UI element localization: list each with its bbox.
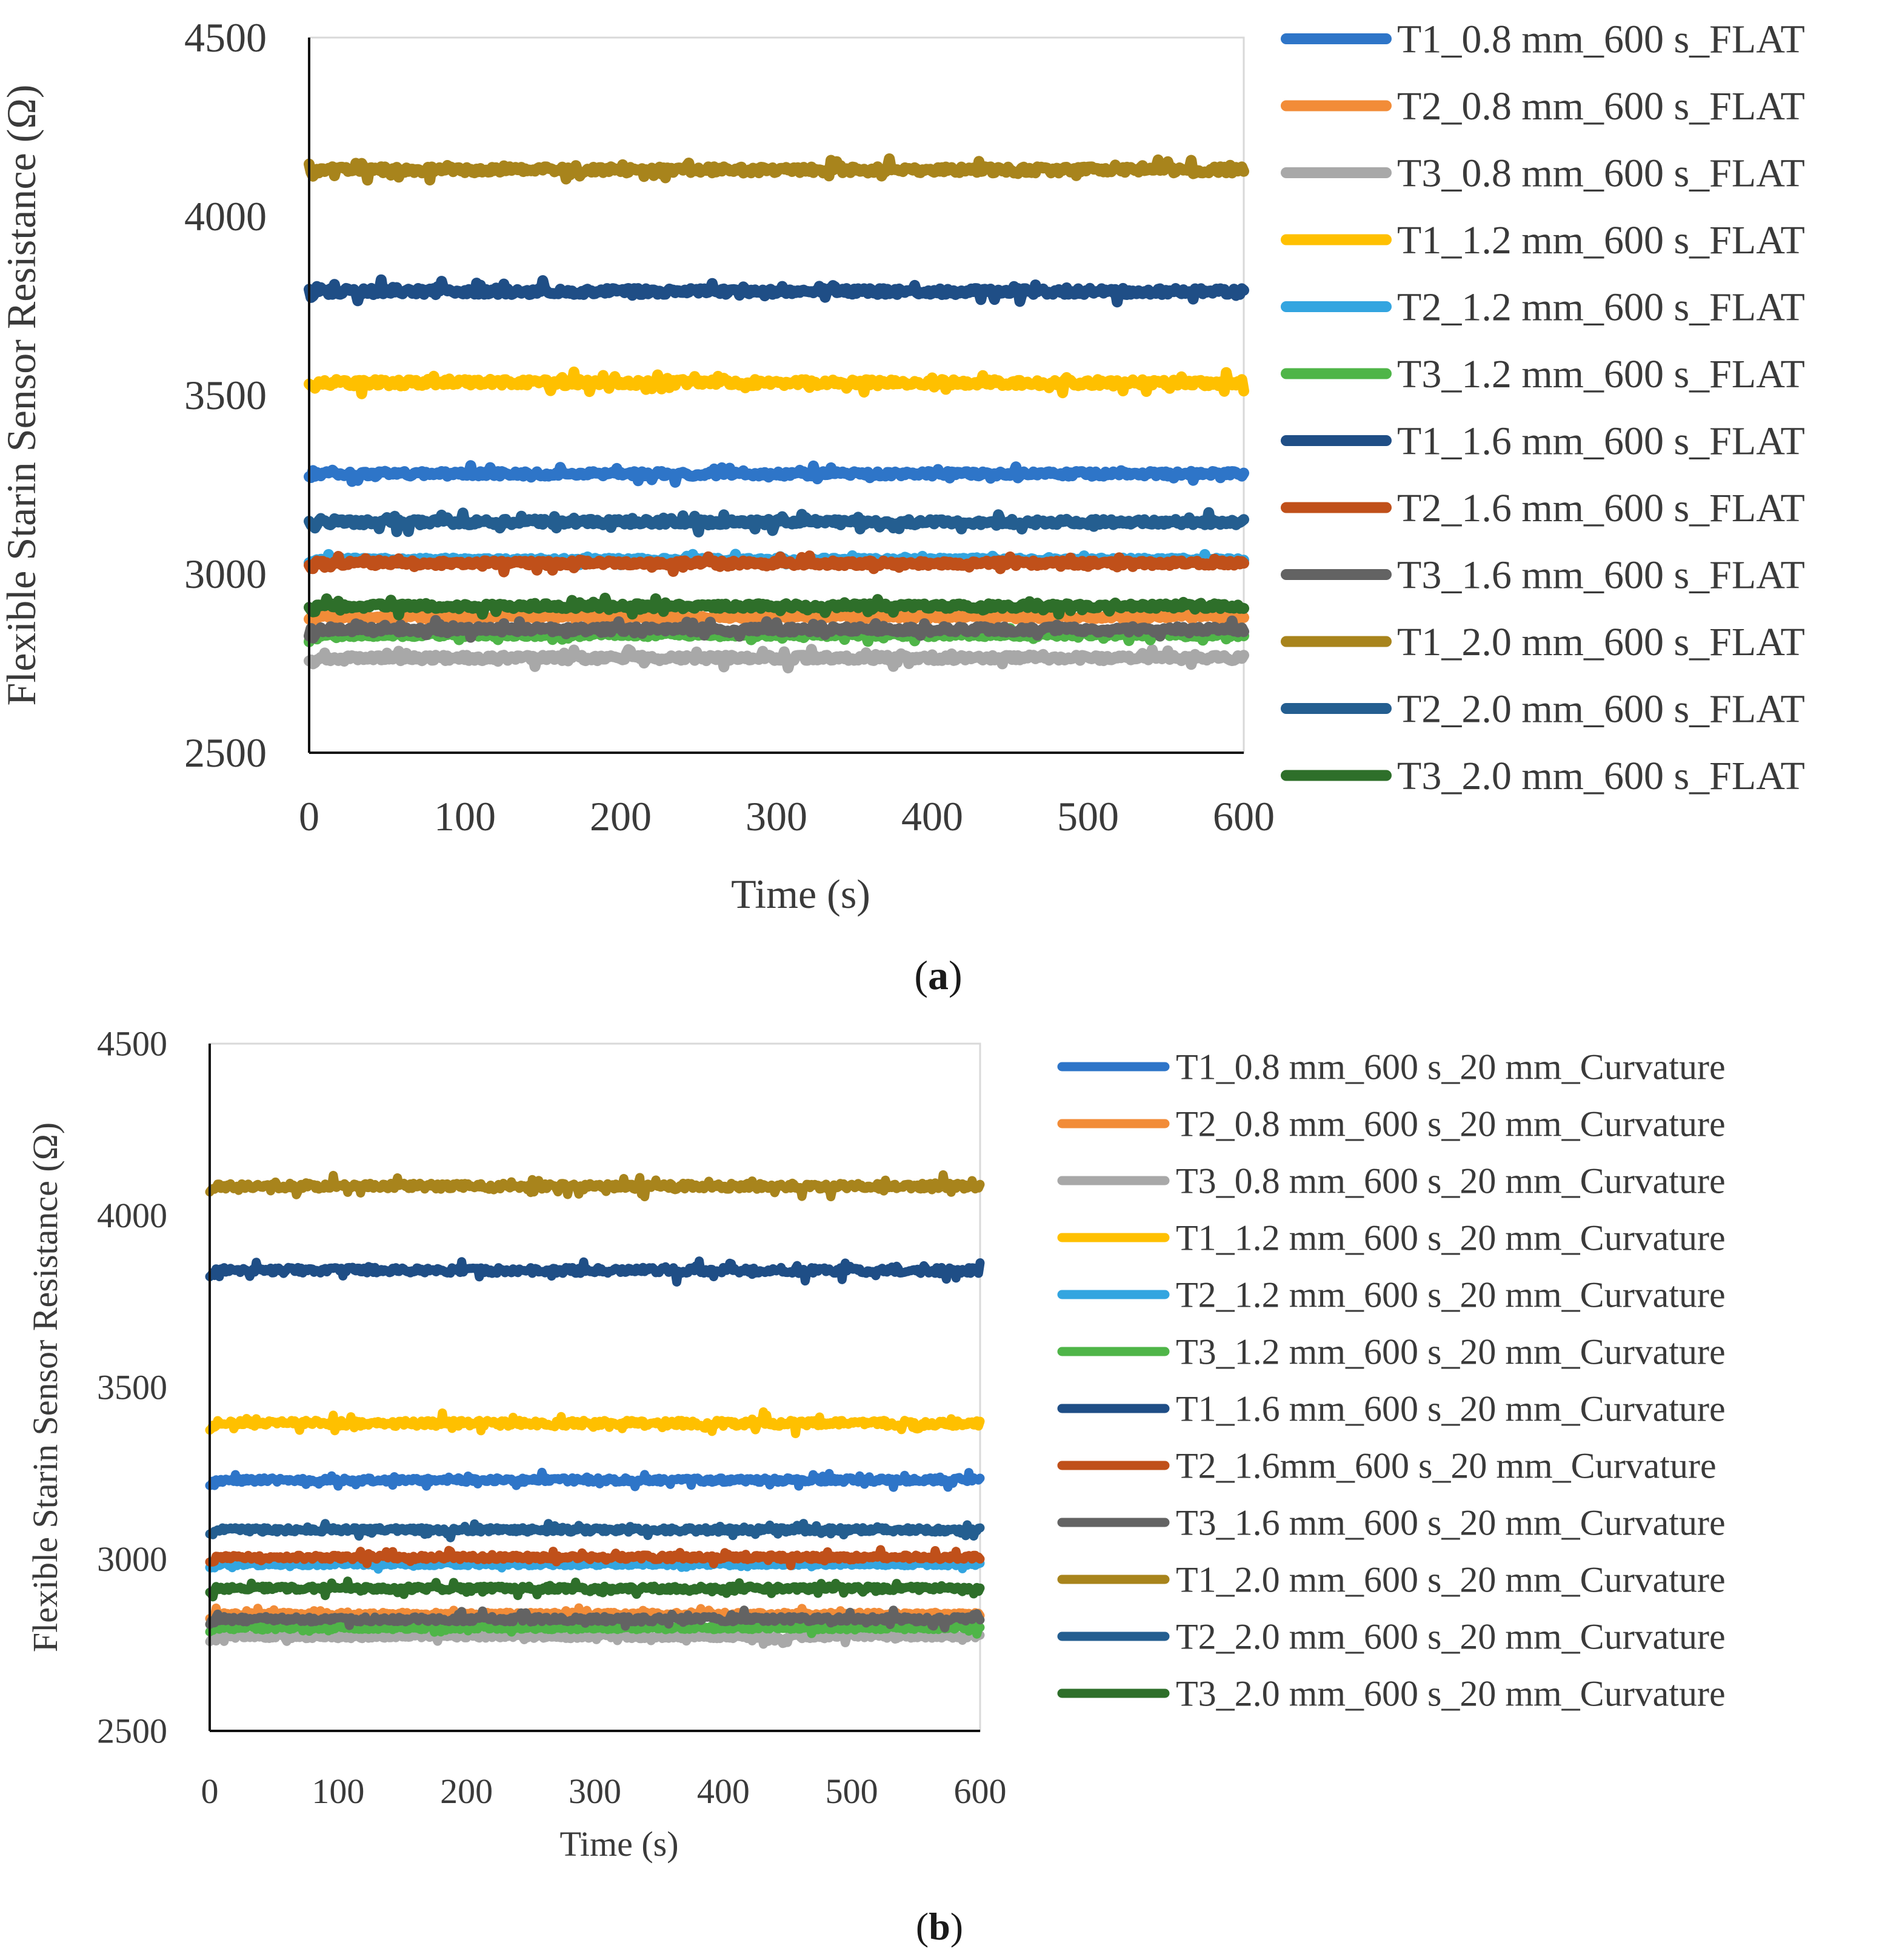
series-line-9 bbox=[304, 615, 1249, 644]
y-tick-label: 3000 bbox=[97, 1539, 167, 1579]
x-tick-label: 500 bbox=[826, 1772, 878, 1811]
legend-entry-label: T3_1.2 mm_600 s_FLAT bbox=[1397, 352, 1805, 396]
legend-entry-label: T2_0.8 mm_600 s_FLAT bbox=[1397, 84, 1805, 128]
legend-entry-label: T3_0.8 mm_600 s_20 mm_Curvature bbox=[1176, 1161, 1726, 1201]
x-tick-label: 400 bbox=[697, 1772, 750, 1811]
panel-label: a bbox=[928, 952, 949, 998]
y-axis-label: Flexible Starin Sensor Resistance (Ω) bbox=[0, 84, 44, 705]
chart-panel-b: 2500 3000 3500 4000 4500 0 100 200 300 400 500 600 T… bbox=[25, 1024, 1726, 1948]
y-tick-label: 3500 bbox=[97, 1368, 167, 1407]
x-tick-label: 600 bbox=[954, 1772, 1007, 1811]
legend-entry-label: T3_0.8 mm_600 s_FLAT bbox=[1397, 151, 1805, 195]
y-axis-label: Flexible Starin Sensor Resistance (Ω) bbox=[25, 1122, 65, 1652]
series-line-11 bbox=[205, 1519, 985, 1542]
legend-entry-label: T2_1.6mm_600 s_20 mm_Curvature bbox=[1176, 1445, 1717, 1485]
x-tick-label: 100 bbox=[312, 1772, 364, 1811]
x-tick-label: 500 bbox=[1057, 793, 1119, 839]
series-line-12 bbox=[205, 1576, 985, 1602]
x-tick-label: 200 bbox=[590, 793, 652, 839]
panel-caption: (a) bbox=[914, 952, 962, 998]
legend-entry-label: T2_1.6 mm_600 s_FLAT bbox=[1397, 486, 1805, 530]
series-lines bbox=[205, 1170, 985, 1649]
y-tick-label: 4000 bbox=[97, 1196, 167, 1235]
x-tick-label: 100 bbox=[434, 793, 496, 839]
series-line-8 bbox=[304, 550, 1249, 578]
series-line-9 bbox=[205, 1605, 985, 1633]
panel-label: b bbox=[929, 1905, 950, 1948]
legend: T1_0.8 mm_600 s_FLAT T2_0.8 mm_600 s_FLAT… bbox=[1281, 17, 1805, 798]
x-tick-label: 300 bbox=[746, 793, 807, 839]
legend-entry-label: T3_1.6 mm_600 s_FLAT bbox=[1397, 553, 1805, 597]
legend-entry-label: T2_2.0 mm_600 s_FLAT bbox=[1397, 687, 1805, 731]
x-tick-label: 200 bbox=[440, 1772, 493, 1811]
legend-entry-label: T3_1.2 mm_600 s_20 mm_Curvature bbox=[1176, 1332, 1726, 1372]
x-tick-label: 0 bbox=[299, 793, 319, 839]
legend-entry-label: T2_0.8 mm_600 s_20 mm_Curvature bbox=[1176, 1104, 1726, 1144]
series-line-7 bbox=[304, 274, 1249, 308]
legend-entry-label: T2_2.0 mm_600 s_20 mm_Curvature bbox=[1176, 1616, 1726, 1656]
legend-entry-label: T2_1.2 mm_600 s_20 mm_Curvature bbox=[1176, 1275, 1726, 1315]
series-lines bbox=[304, 153, 1249, 674]
legend-entry-label: T1_1.2 mm_600 s_20 mm_Curvature bbox=[1176, 1218, 1726, 1258]
legend-entry-label: T1_1.2 mm_600 s_FLAT bbox=[1397, 218, 1805, 262]
legend-entry-label: T2_1.2 mm_600 s_FLAT bbox=[1397, 285, 1805, 329]
y-tick-label: 4000 bbox=[184, 193, 267, 239]
series-line-3 bbox=[304, 644, 1249, 674]
y-tick-label: 3500 bbox=[184, 372, 267, 418]
y-tick-label: 2500 bbox=[97, 1712, 167, 1751]
series-line-10 bbox=[205, 1170, 985, 1202]
x-tick-label: 400 bbox=[901, 793, 963, 839]
legend-entry-label: T3_2.0 mm_600 s_FLAT bbox=[1397, 754, 1805, 798]
y-tick-label: 2500 bbox=[184, 730, 267, 776]
x-axis-label: Time (s) bbox=[559, 1824, 678, 1864]
legend-entry-label: T1_0.8 mm_600 s_FLAT bbox=[1397, 17, 1805, 61]
plot-area bbox=[308, 36, 1245, 754]
series-line-1 bbox=[304, 460, 1249, 488]
series-line-4 bbox=[304, 366, 1249, 399]
series-line-3 bbox=[205, 1625, 985, 1649]
series-line-8 bbox=[205, 1545, 985, 1570]
y-tick-label: 3000 bbox=[184, 551, 267, 597]
legend-entry-label: T1_1.6 mm_600 s_FLAT bbox=[1397, 419, 1805, 463]
legend-entry-label: T3_2.0 mm_600 s_20 mm_Curvature bbox=[1176, 1673, 1726, 1713]
legend-entry-label: T1_1.6 mm_600 s_20 mm_Curvature bbox=[1176, 1388, 1726, 1428]
x-tick-label: 300 bbox=[569, 1772, 621, 1811]
x-tick-label: 600 bbox=[1213, 793, 1275, 839]
x-tick-label: 0 bbox=[201, 1772, 219, 1811]
legend-entry-label: T1_0.8 mm_600 s_20 mm_Curvature bbox=[1176, 1047, 1726, 1087]
series-line-12 bbox=[304, 592, 1249, 621]
panel-caption: (b) bbox=[916, 1905, 963, 1948]
series-line-7 bbox=[205, 1256, 985, 1287]
series-line-4 bbox=[205, 1407, 985, 1438]
series-line-10 bbox=[304, 153, 1249, 186]
x-axis-label: Time (s) bbox=[731, 871, 870, 917]
legend: T1_0.8 mm_600 s_20 mm_Curvature T2_0.8 mm… bbox=[1057, 1047, 1726, 1713]
y-tick-label: 4500 bbox=[184, 15, 267, 61]
y-tick-label: 4500 bbox=[97, 1024, 167, 1064]
legend-entry-label: T1_2.0 mm_600 s_FLAT bbox=[1397, 620, 1805, 664]
series-line-1 bbox=[205, 1467, 985, 1492]
legend-entry-label: T3_1.6 mm_600 s_20 mm_Curvature bbox=[1176, 1502, 1726, 1542]
legend-entry-label: T1_2.0 mm_600 s_20 mm_Curvature bbox=[1176, 1559, 1726, 1599]
series-line-11 bbox=[304, 507, 1249, 538]
